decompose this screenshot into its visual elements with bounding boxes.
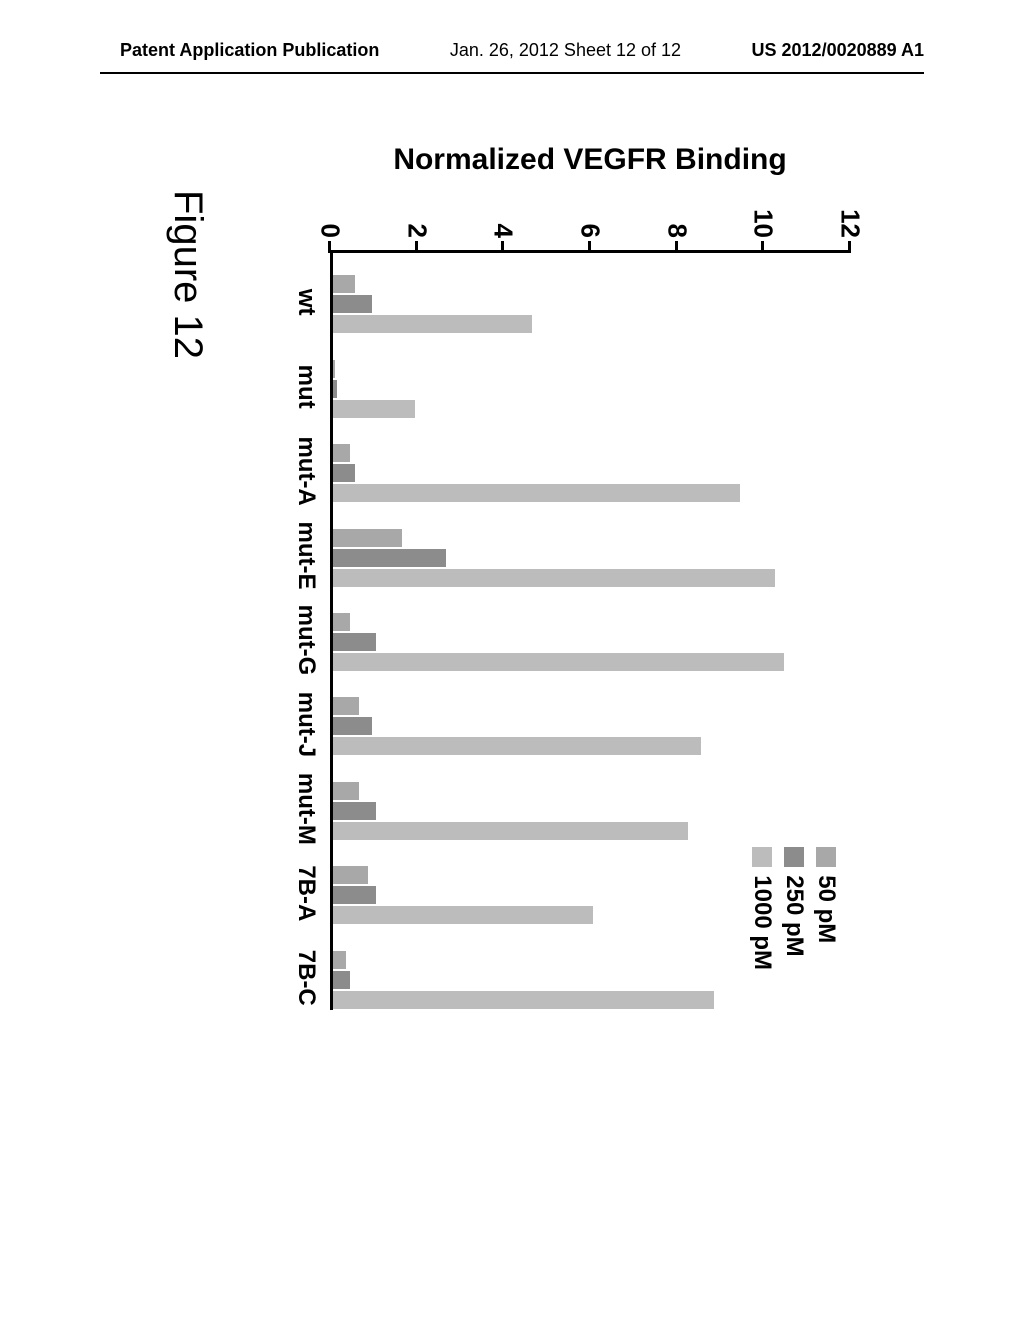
bar [333, 275, 355, 293]
header-mid: Jan. 26, 2012 Sheet 12 of 12 [450, 40, 681, 61]
page-header: Patent Application Publication Jan. 26, … [0, 40, 1024, 61]
bar [333, 802, 376, 820]
bar [333, 464, 355, 482]
y-tick-label: 12 [835, 198, 866, 238]
legend-label: 1000 pM [748, 875, 776, 970]
legend-swatch-icon [816, 847, 836, 867]
y-tick [328, 241, 331, 253]
y-tick-label: 0 [315, 198, 346, 238]
y-tick [588, 241, 591, 253]
x-tick-label: mut-J [292, 692, 320, 757]
bar-chart: Normalized VEGFR Binding 50 pM 250 pM 10… [330, 250, 850, 1010]
rotated-chart-canvas: Normalized VEGFR Binding 50 pM 250 pM 10… [110, 130, 910, 1230]
bar [333, 886, 376, 904]
bar [333, 782, 359, 800]
bar [333, 569, 775, 587]
y-axis-label: Normalized VEGFR Binding [393, 143, 786, 177]
header-left: Patent Application Publication [120, 40, 379, 61]
legend: 50 pM 250 pM 1000 pM [744, 847, 840, 970]
legend-item-1000: 1000 pM [748, 847, 776, 970]
legend-swatch-icon [752, 847, 772, 867]
y-tick [761, 241, 764, 253]
legend-swatch-icon [784, 847, 804, 867]
bar [333, 653, 784, 671]
figure-caption: Figure 12 [165, 190, 210, 359]
y-tick [848, 241, 851, 253]
bar [333, 444, 350, 462]
y-tick [675, 241, 678, 253]
bar [333, 822, 688, 840]
y-tick-label: 4 [488, 198, 519, 238]
x-tick-label: mut-E [292, 522, 320, 590]
bar [333, 906, 593, 924]
bar [333, 737, 701, 755]
bar [333, 633, 376, 651]
bar [333, 717, 372, 735]
y-tick [501, 241, 504, 253]
y-tick [415, 241, 418, 253]
bar [333, 315, 532, 333]
x-tick-label: wt [292, 289, 320, 316]
header-right: US 2012/0020889 A1 [752, 40, 924, 61]
x-tick-label: 7B-C [292, 950, 320, 1006]
bar [333, 484, 740, 502]
bar [333, 866, 368, 884]
bar [333, 549, 446, 567]
bar [333, 697, 359, 715]
x-tick-label: 7B-A [292, 865, 320, 921]
figure-container: Normalized VEGFR Binding 50 pM 250 pM 10… [110, 130, 910, 1230]
y-tick-label: 2 [401, 198, 432, 238]
bar [333, 991, 714, 1009]
bar [333, 360, 335, 378]
legend-label: 250 pM [780, 875, 808, 956]
x-tick-label: mut-M [292, 773, 320, 845]
legend-label: 50 pM [812, 875, 840, 943]
x-tick-label: mut-G [292, 605, 320, 676]
legend-item-250: 250 pM [780, 847, 808, 970]
header-rule [100, 72, 924, 74]
y-tick-label: 10 [748, 198, 779, 238]
x-tick-label: mut-A [292, 436, 320, 505]
bar [333, 295, 372, 313]
bar [333, 529, 402, 547]
y-tick-label: 6 [575, 198, 606, 238]
bar [333, 400, 415, 418]
x-tick-label: mut [292, 365, 320, 409]
bar [333, 613, 350, 631]
bar [333, 951, 346, 969]
bar [333, 971, 350, 989]
bar [333, 380, 337, 398]
y-tick-label: 8 [661, 198, 692, 238]
legend-item-50: 50 pM [812, 847, 840, 970]
